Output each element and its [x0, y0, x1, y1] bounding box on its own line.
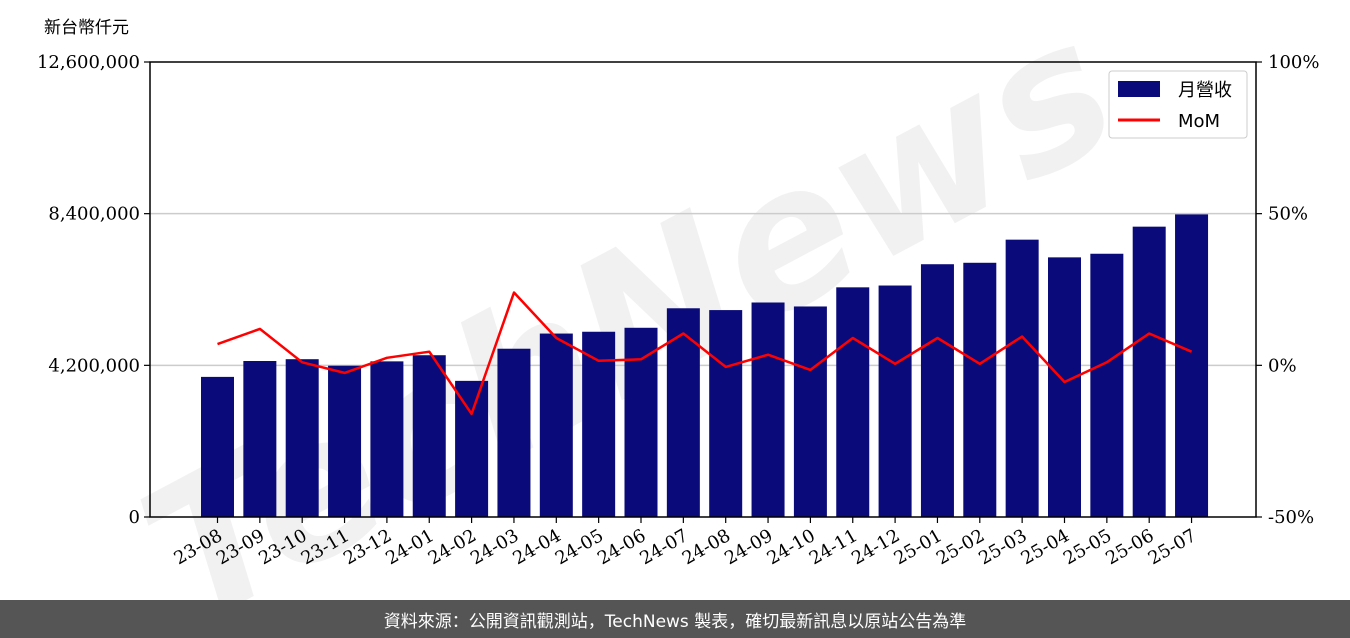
bar: [285, 359, 319, 517]
legend-label-revenue: 月營收: [1178, 80, 1232, 101]
bar: [878, 285, 912, 517]
bar: [1090, 253, 1124, 517]
x-tick-label: 25-07: [1145, 525, 1200, 569]
bar-series: [201, 214, 1209, 517]
bar: [920, 264, 954, 517]
legend-label-mom: MoM: [1178, 111, 1220, 132]
bar: [328, 365, 362, 517]
line-series: [217, 291, 1193, 416]
y-right-tick-label: 100%: [1268, 52, 1319, 73]
mom-line: [217, 291, 1193, 416]
bar: [539, 333, 573, 517]
bar: [793, 306, 827, 517]
y-axis-unit-label: 新台幣仟元: [44, 18, 129, 38]
y-right-tick-label: -50%: [1268, 507, 1314, 528]
legend: 月營收 MoM: [1108, 70, 1248, 139]
bar: [455, 380, 489, 517]
bar: [582, 331, 616, 517]
bar: [1175, 214, 1209, 517]
bar: [201, 376, 234, 517]
chart: TechNews 04,200,0008,400,00012,600,000-5…: [37, 0, 1320, 600]
bar: [963, 262, 997, 517]
bar: [243, 361, 277, 517]
bar: [624, 327, 658, 517]
bar: [1005, 239, 1039, 517]
y-left-tick-label: 12,600,000: [37, 52, 140, 73]
bar: [836, 287, 870, 517]
y-right-tick-label: 50%: [1268, 204, 1308, 225]
bar: [497, 348, 531, 517]
y-right-tick-label: 0%: [1268, 355, 1297, 376]
bar: [1132, 226, 1166, 517]
y-left-tick-label: 8,400,000: [48, 204, 140, 225]
plot-frame: [149, 61, 1257, 518]
bar: [412, 355, 446, 517]
y-left-tick-label: 0: [129, 507, 140, 528]
source-footer: 資料來源：公開資訊觀測站，TechNews 製表，確切最新訊息以原站公告為準: [0, 600, 1350, 638]
legend-swatch-revenue: [1118, 81, 1160, 97]
bar: [370, 361, 404, 517]
y-left-tick-label: 4,200,000: [48, 355, 140, 376]
bar: [751, 302, 785, 517]
bar: [1048, 257, 1081, 517]
bar: [709, 310, 743, 517]
